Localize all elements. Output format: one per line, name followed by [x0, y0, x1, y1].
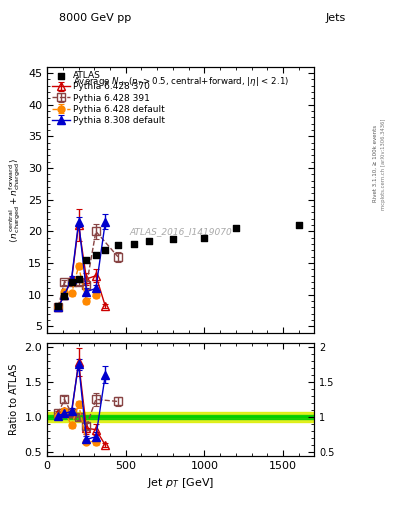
- Text: Rivet 3.1.10, ≥ 100k events: Rivet 3.1.10, ≥ 100k events: [373, 125, 378, 202]
- ATLAS: [102, 246, 108, 254]
- Legend: ATLAS, Pythia 6.428 370, Pythia 6.428 391, Pythia 6.428 default, Pythia 8.308 de: ATLAS, Pythia 6.428 370, Pythia 6.428 39…: [50, 69, 167, 127]
- Y-axis label: Ratio to ATLAS: Ratio to ATLAS: [9, 364, 19, 435]
- ATLAS: [170, 235, 176, 243]
- ATLAS: [93, 251, 99, 260]
- Y-axis label: $\langle\, n^{\rm central}_{\rm charged} + n^{\rm forward}_{\rm charged}\,\rangl: $\langle\, n^{\rm central}_{\rm charged}…: [7, 157, 23, 243]
- Text: 8000 GeV pp: 8000 GeV pp: [59, 13, 131, 23]
- ATLAS: [115, 241, 121, 249]
- ATLAS: [233, 224, 239, 232]
- ATLAS: [61, 292, 68, 300]
- ATLAS: [68, 278, 75, 286]
- ATLAS: [83, 256, 90, 264]
- Text: ATLAS_2016_I1419070: ATLAS_2016_I1419070: [129, 227, 232, 236]
- ATLAS: [75, 275, 82, 283]
- ATLAS: [201, 233, 208, 242]
- Bar: [47, 412, 314, 422]
- ATLAS: [55, 302, 61, 310]
- ATLAS: [146, 237, 152, 245]
- Text: Jets: Jets: [325, 13, 346, 23]
- Text: Average $N_{\rm ch}$ ($p_T$$>$0.5, central+forward, $|\eta|$ < 2.1): Average $N_{\rm ch}$ ($p_T$$>$0.5, centr…: [73, 75, 289, 88]
- ATLAS: [296, 221, 302, 229]
- Text: mcplots.cern.ch [arXiv:1306.3436]: mcplots.cern.ch [arXiv:1306.3436]: [381, 118, 386, 209]
- X-axis label: Jet $p_T$ [GeV]: Jet $p_T$ [GeV]: [147, 476, 214, 490]
- ATLAS: [130, 240, 137, 248]
- Bar: [47, 415, 314, 419]
